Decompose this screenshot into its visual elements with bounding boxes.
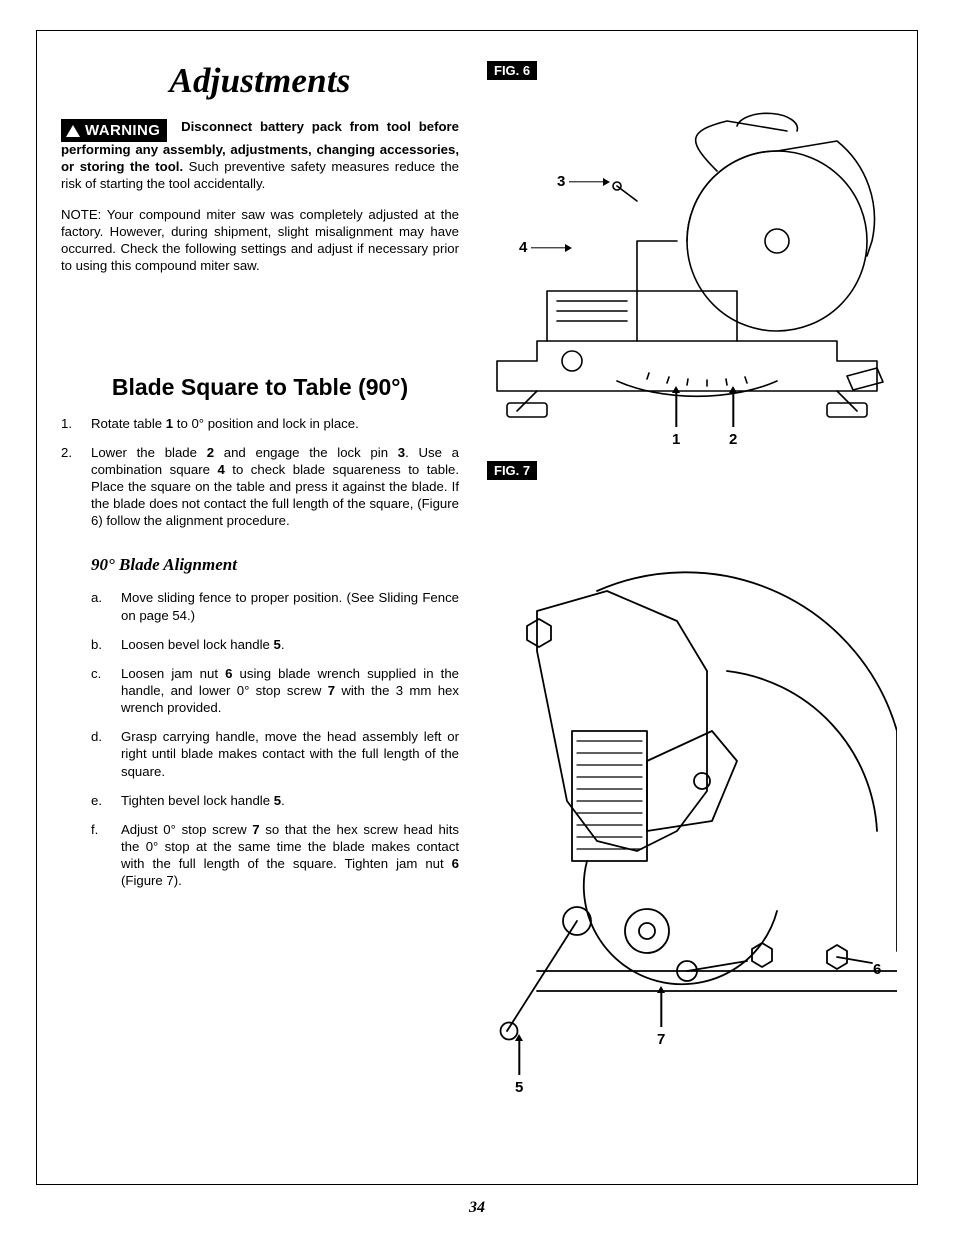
sub-step-letter: b. xyxy=(91,636,121,653)
right-column: FIG. 6 xyxy=(487,61,893,902)
content-frame: Adjustments WARNING Disconnect battery p… xyxy=(36,30,918,1185)
miter-saw-fig7-icon xyxy=(477,531,897,1091)
figure-7-label: FIG. 7 xyxy=(487,461,537,480)
sub-step-letter: e. xyxy=(91,792,121,809)
callout-4: 4 xyxy=(519,239,527,256)
step-body: Lower the blade 2 and engage the lock pi… xyxy=(91,444,459,530)
figure-7: 5 6 7 xyxy=(477,531,897,1091)
sub-step-letter: d. xyxy=(91,728,121,779)
note-paragraph: NOTE: Your compound miter saw was comple… xyxy=(61,207,459,275)
warning-badge: WARNING xyxy=(61,119,167,142)
sub-step-item: f. Adjust 0° stop screw 7 so that the he… xyxy=(91,821,459,890)
sub-step-body: Loosen bevel lock handle 5. xyxy=(121,636,459,653)
sub-step-body: Adjust 0° stop screw 7 so that the hex s… xyxy=(121,821,459,890)
section-heading: Blade Square to Table (90°) xyxy=(61,374,459,401)
page-title: Adjustments xyxy=(61,61,459,101)
sub-steps-list: a. Move sliding fence to proper position… xyxy=(91,589,459,889)
sub-step-body: Grasp carrying handle, move the head ass… xyxy=(121,728,459,779)
sub-heading: 90° Blade Alignment xyxy=(91,555,459,575)
step-item: 1. Rotate table 1 to 0° position and loc… xyxy=(61,415,459,432)
callout-3: 3 xyxy=(557,173,565,190)
figure-6-label: FIG. 6 xyxy=(487,61,537,80)
two-column-layout: Adjustments WARNING Disconnect battery p… xyxy=(61,61,893,902)
miter-saw-fig6-icon xyxy=(477,91,897,451)
left-column: Adjustments WARNING Disconnect battery p… xyxy=(61,61,459,902)
callout-7: 7 xyxy=(657,1031,665,1048)
step-number: 2. xyxy=(61,444,91,530)
step-number: 1. xyxy=(61,415,91,432)
step-item: 2. Lower the blade 2 and engage the lock… xyxy=(61,444,459,530)
sub-step-letter: f. xyxy=(91,821,121,890)
sub-step-item: d. Grasp carrying handle, move the head … xyxy=(91,728,459,779)
warning-paragraph: WARNING Disconnect battery pack from too… xyxy=(61,119,459,193)
page: Adjustments WARNING Disconnect battery p… xyxy=(0,0,954,1235)
main-steps-list: 1. Rotate table 1 to 0° position and loc… xyxy=(61,415,459,529)
sub-step-body: Tighten bevel lock handle 5. xyxy=(121,792,459,809)
sub-step-body: Move sliding fence to proper position. (… xyxy=(121,589,459,623)
figure-6: 3 4 1 2 xyxy=(477,91,897,451)
warning-triangle-icon xyxy=(66,125,80,137)
sub-step-item: a. Move sliding fence to proper position… xyxy=(91,589,459,623)
step-body: Rotate table 1 to 0° position and lock i… xyxy=(91,415,459,432)
sub-step-item: c. Loosen jam nut 6 using blade wrench s… xyxy=(91,665,459,716)
callout-6: 6 xyxy=(873,961,881,978)
sub-step-item: b. Loosen bevel lock handle 5. xyxy=(91,636,459,653)
callout-1: 1 xyxy=(672,431,680,448)
callout-5: 5 xyxy=(515,1079,523,1096)
sub-step-body: Loosen jam nut 6 using blade wrench supp… xyxy=(121,665,459,716)
callout-2: 2 xyxy=(729,431,737,448)
sub-step-item: e. Tighten bevel lock handle 5. xyxy=(91,792,459,809)
warning-badge-text: WARNING xyxy=(85,121,160,140)
sub-step-letter: a. xyxy=(91,589,121,623)
page-number: 34 xyxy=(0,1199,954,1217)
sub-step-letter: c. xyxy=(91,665,121,716)
